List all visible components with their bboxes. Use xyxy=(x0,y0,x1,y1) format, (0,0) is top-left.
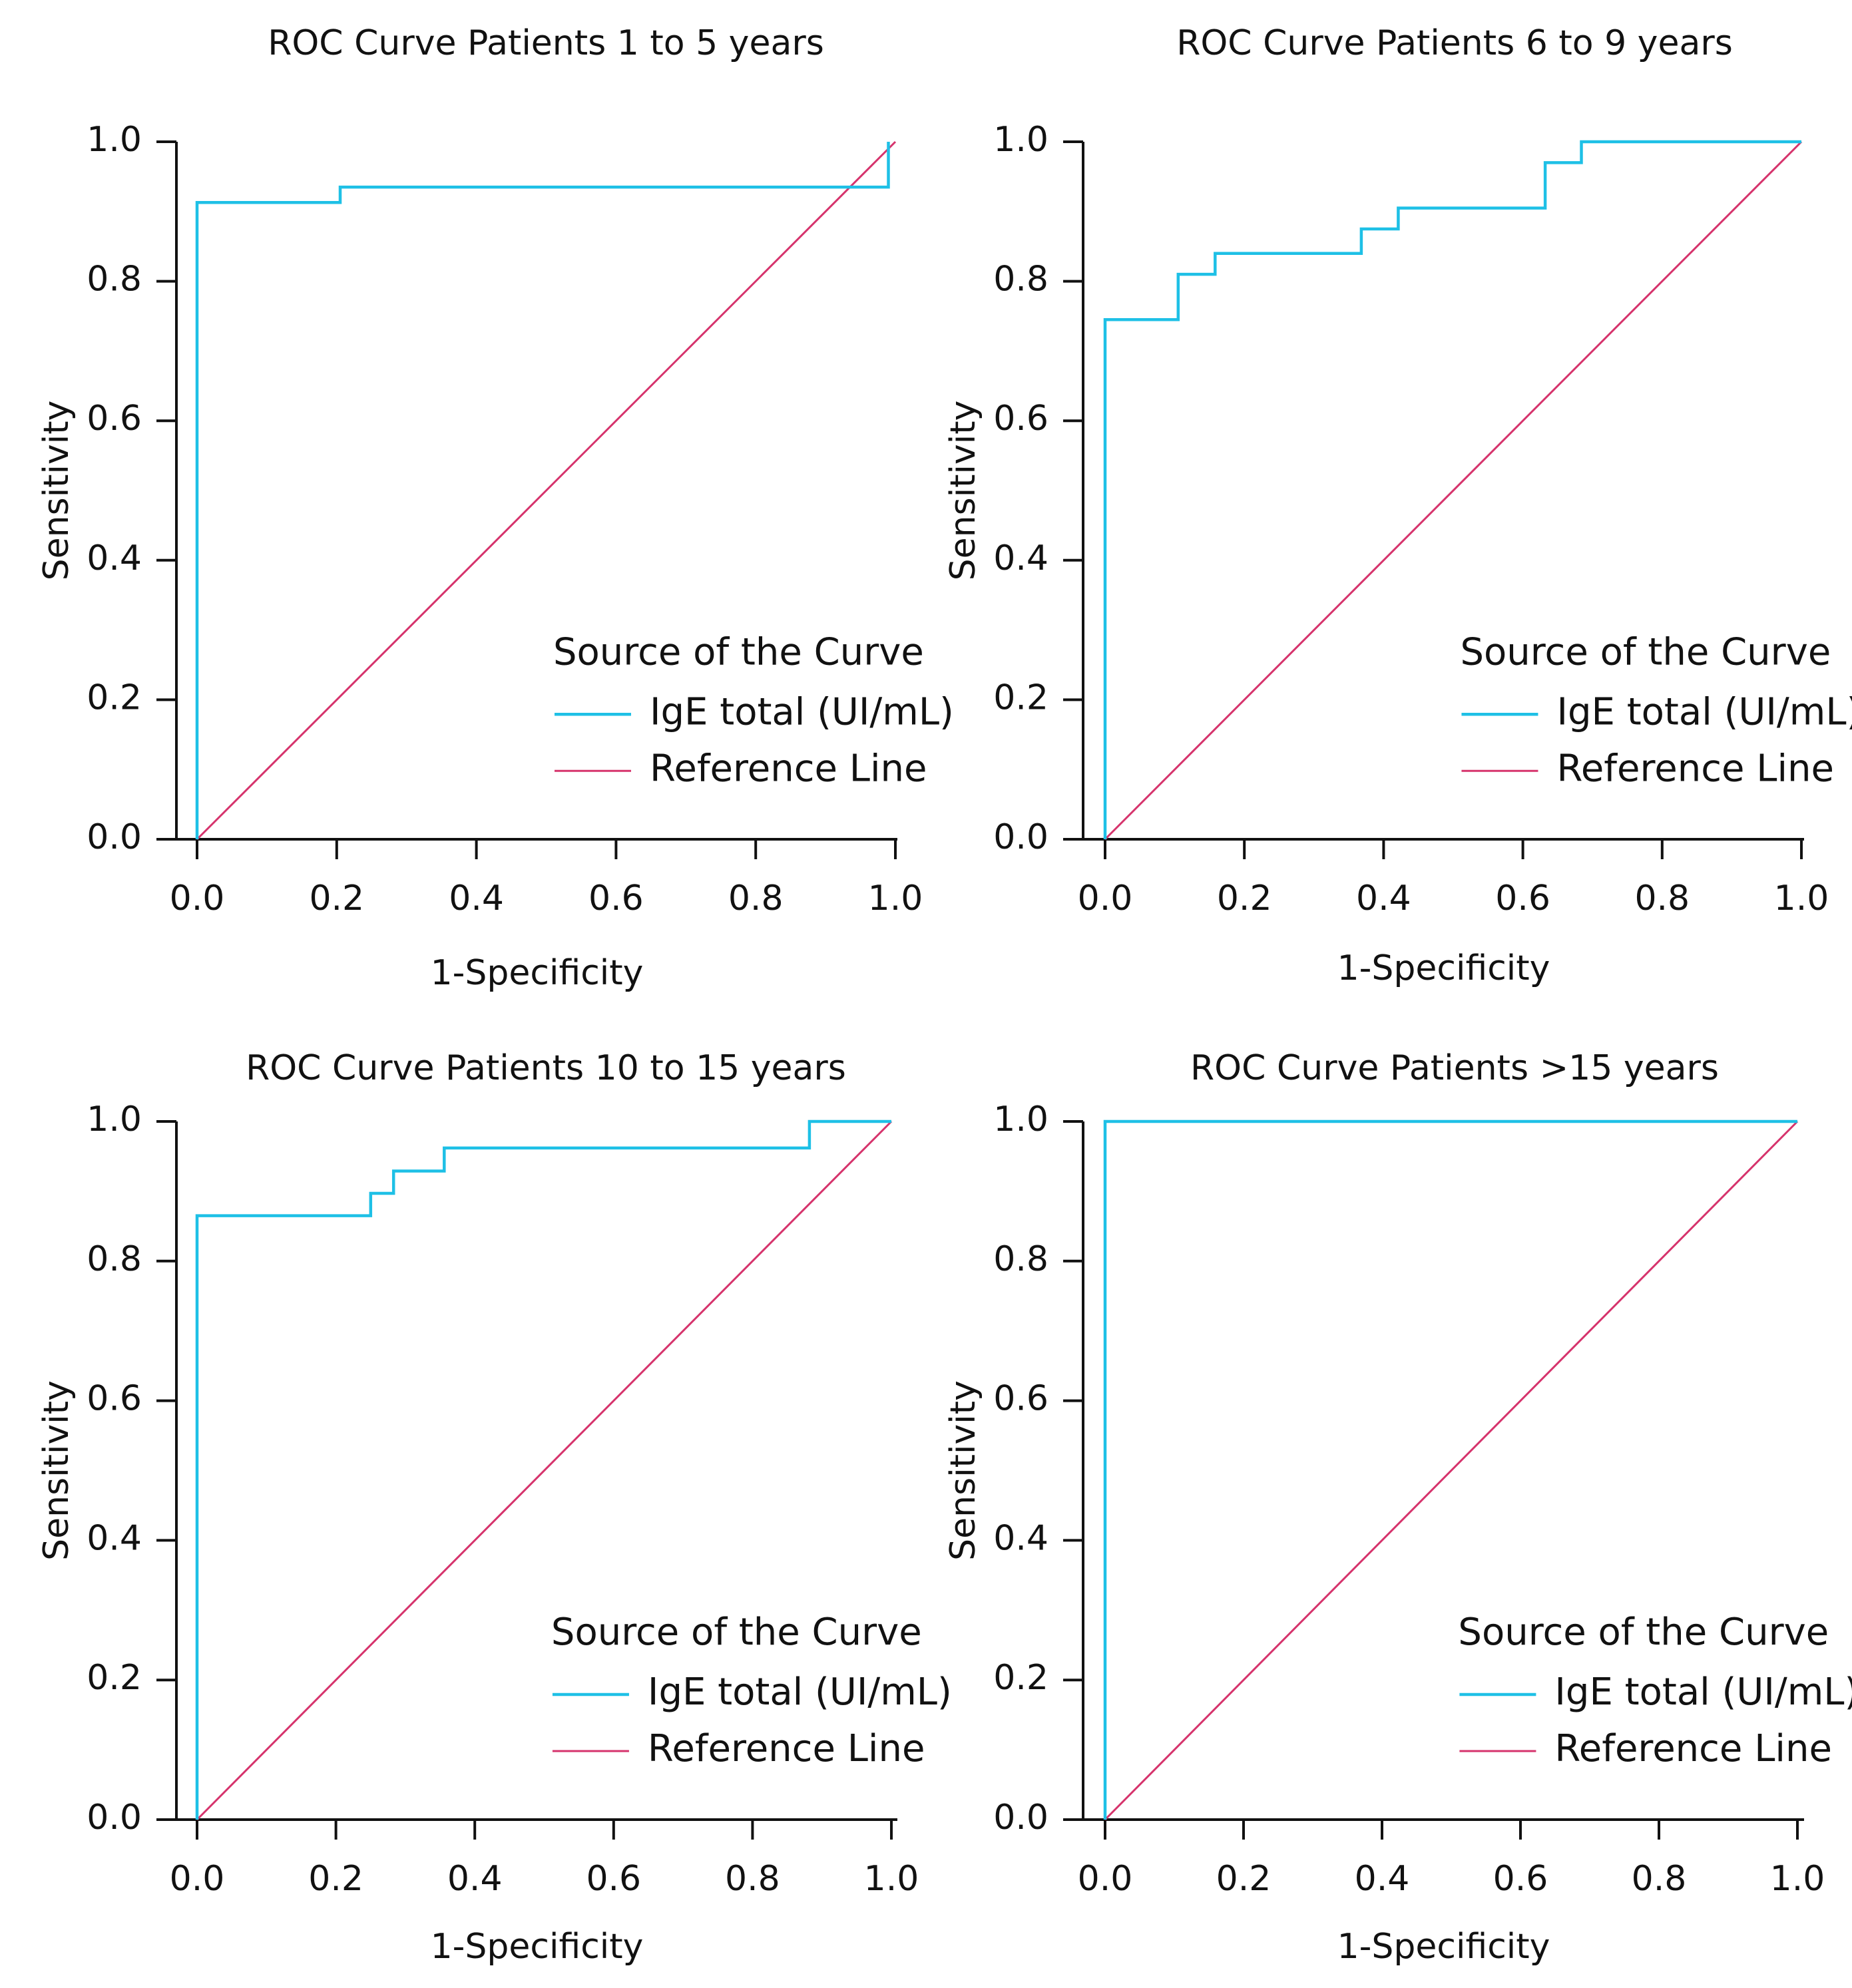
panel-title: ROC Curve Patients 1 to 5 years xyxy=(268,23,824,63)
legend-entry-label: IgE total (UI/mL) xyxy=(1554,1671,1852,1714)
x-tick-label: 0.2 xyxy=(1217,879,1272,918)
x-axis-label: 1-Specificity xyxy=(1337,1927,1550,1967)
roc-curve-line xyxy=(195,1119,891,1820)
y-tick-label: 0.4 xyxy=(993,1518,1048,1558)
y-tick-label: 1.0 xyxy=(87,1099,142,1139)
x-tick-label: 0.8 xyxy=(725,1859,780,1899)
roc-panel-1: ROC Curve Patients 1 to 5 years 0.0 0.0 0.2… xyxy=(37,23,954,993)
legend-entry-label: IgE total (UI/mL) xyxy=(650,690,954,733)
x-tick-label: 1.0 xyxy=(1770,1859,1825,1899)
legend-entry-label: IgE total (UI/mL) xyxy=(648,1671,952,1714)
y-tick-label: 0.6 xyxy=(87,399,142,439)
x-axis-label: 1-Specificity xyxy=(431,953,644,993)
x-axis-label: 1-Specificity xyxy=(431,1927,644,1967)
panel-title: ROC Curve Patients 6 to 9 years xyxy=(1176,23,1733,63)
roc-curve-line xyxy=(1103,1119,1797,1820)
y-tick-label: 0.6 xyxy=(993,1379,1048,1419)
y-tick-label: 1.0 xyxy=(993,120,1048,160)
x-tick-label: 1.0 xyxy=(868,879,923,918)
y-tick-label: 0.0 xyxy=(993,1798,1048,1838)
legend-entry-label: Reference Line xyxy=(1556,747,1834,790)
y-tick-label: 0.2 xyxy=(87,1658,142,1698)
reference-line xyxy=(1104,1120,1799,1821)
reference-line xyxy=(196,140,897,841)
y-tick-label: 0.0 xyxy=(87,817,142,857)
reference-line xyxy=(1104,140,1803,841)
y-tick-label: 0.0 xyxy=(993,817,1048,857)
x-tick-label: 0.4 xyxy=(1355,1859,1410,1899)
roc-curve-line xyxy=(1103,140,1801,839)
roc-panel-3: ROC Curve Patients 10 to 15 years 0.0 0.0 0… xyxy=(37,1048,952,1967)
legend-entry-label: Reference Line xyxy=(1554,1727,1832,1770)
x-tick-label: 0.8 xyxy=(1634,879,1690,918)
roc-curve-line xyxy=(195,142,890,839)
y-tick-label: 0.8 xyxy=(87,260,142,299)
x-tick-label: 0.0 xyxy=(170,879,225,918)
y-tick-label: 0.4 xyxy=(993,538,1048,578)
x-tick-label: 0.6 xyxy=(586,1859,641,1899)
y-tick-label: 0.2 xyxy=(993,1658,1048,1698)
x-tick-label: 0.2 xyxy=(309,879,364,918)
legend-entry-label: Reference Line xyxy=(650,747,927,790)
x-tick-label: 0.8 xyxy=(728,879,784,918)
y-tick-label: 0.2 xyxy=(993,678,1048,717)
x-axis-label: 1-Specificity xyxy=(1337,948,1550,988)
panel-title: ROC Curve Patients >15 years xyxy=(1190,1048,1719,1088)
x-tick-label: 0.4 xyxy=(447,1859,503,1899)
y-axis-label: Sensitivity xyxy=(37,1380,77,1561)
y-tick-label: 0.0 xyxy=(87,1798,142,1838)
x-tick-label: 0.6 xyxy=(1493,1859,1548,1899)
x-tick-label: 0.4 xyxy=(1356,879,1411,918)
x-tick-label: 0.8 xyxy=(1632,1859,1687,1899)
x-tick-label: 0.2 xyxy=(308,1859,363,1899)
y-tick-label: 0.4 xyxy=(87,538,142,578)
x-tick-label: 0.4 xyxy=(449,879,504,918)
legend-title: Source of the Curve xyxy=(1458,1611,1829,1654)
x-tick-label: 0.0 xyxy=(170,1859,225,1899)
y-tick-label: 0.8 xyxy=(87,1239,142,1279)
legend-title: Source of the Curve xyxy=(551,1611,922,1654)
y-tick-label: 0.4 xyxy=(87,1518,142,1558)
y-axis-label: Sensitivity xyxy=(943,1380,983,1561)
y-tick-label: 1.0 xyxy=(993,1099,1048,1139)
y-axis-label: Sensitivity xyxy=(37,401,77,581)
x-tick-label: 0.6 xyxy=(1495,879,1550,918)
legend-title: Source of the Curve xyxy=(553,630,924,674)
y-tick-label: 0.8 xyxy=(993,1239,1048,1279)
y-tick-label: 0.2 xyxy=(87,678,142,717)
reference-line xyxy=(196,1120,893,1821)
x-tick-label: 0.0 xyxy=(1078,1859,1133,1899)
x-tick-label: 0.6 xyxy=(588,879,644,918)
y-tick-label: 0.8 xyxy=(993,260,1048,299)
legend-entry-label: IgE total (UI/mL) xyxy=(1556,690,1852,733)
y-tick-label: 0.6 xyxy=(87,1379,142,1419)
y-tick-label: 1.0 xyxy=(87,120,142,160)
panel-title: ROC Curve Patients 10 to 15 years xyxy=(246,1048,846,1088)
x-tick-label: 0.0 xyxy=(1078,879,1133,918)
legend-title: Source of the Curve xyxy=(1460,630,1831,674)
y-tick-label: 0.6 xyxy=(993,399,1048,439)
y-axis-label: Sensitivity xyxy=(943,401,983,581)
x-tick-label: 0.2 xyxy=(1216,1859,1272,1899)
roc-panel-4: ROC Curve Patients >15 years 0.0 0.0 0.2 0.2… xyxy=(943,1048,1852,1967)
x-tick-label: 1.0 xyxy=(1774,879,1829,918)
roc-panel-2: ROC Curve Patients 6 to 9 years 0.0 0.0 0.2… xyxy=(943,23,1852,988)
legend-entry-label: Reference Line xyxy=(648,1727,925,1770)
x-tick-label: 1.0 xyxy=(864,1859,919,1899)
